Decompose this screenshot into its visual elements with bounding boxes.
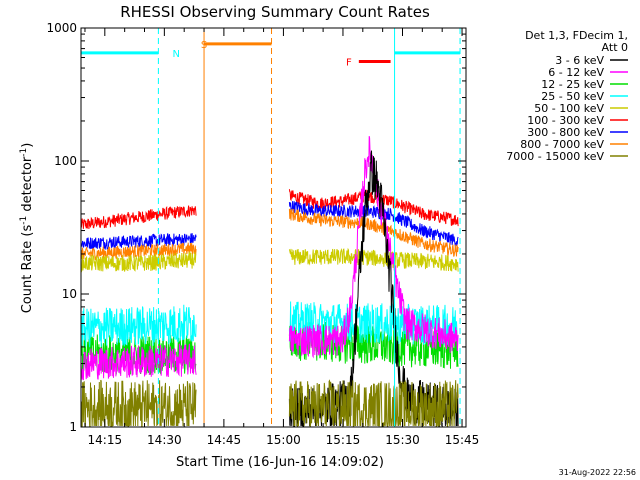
series-line-100-300-kev bbox=[80, 205, 197, 230]
flag-layer: N S F bbox=[81, 28, 461, 427]
legend-header-line2: Att 0 bbox=[602, 41, 628, 54]
flag-s: S bbox=[201, 28, 273, 427]
x-tick-label: 14:15 bbox=[88, 433, 123, 447]
series-7000-15000-kev bbox=[80, 379, 459, 428]
legend-entry-7000-15000-kev: 7000 - 15000 keV bbox=[506, 150, 628, 163]
axis-layer: 14:15 14:30 14:45 15:00 15:15 15:30 15:45 1 10 10… bbox=[46, 21, 479, 447]
y-axis-label: Count Rate (s-1 detector-1) bbox=[19, 143, 35, 314]
x-tick-label: 15:45 bbox=[445, 433, 480, 447]
legend-entry-50-100-kev: 50 - 100 keV bbox=[534, 102, 628, 115]
series-line-7000-15000-kev bbox=[288, 379, 459, 428]
legend-label: 12 - 25 keV bbox=[541, 78, 604, 91]
legend-entry-800-7000-kev: 800 - 7000 keV bbox=[520, 138, 628, 151]
series-line-6-12-kev bbox=[80, 343, 197, 381]
series-800-7000-kev bbox=[80, 208, 459, 261]
y-tick-label: 1 bbox=[69, 420, 77, 434]
plot-frame bbox=[80, 27, 467, 428]
legend-entry-6-12-kev: 6 - 12 keV bbox=[548, 66, 628, 79]
y-axis-label-end: ) bbox=[20, 143, 35, 148]
series-line-50-100-kev bbox=[80, 251, 197, 274]
flag-label-f: F bbox=[346, 57, 352, 68]
x-tick-label: 14:45 bbox=[207, 433, 242, 447]
x-tick-label: 15:15 bbox=[326, 433, 361, 447]
x-tick-label: 15:30 bbox=[385, 433, 420, 447]
series-line-7000-15000-kev bbox=[80, 379, 197, 427]
legend-label: 100 - 300 keV bbox=[527, 114, 604, 127]
legend-label: 7000 - 15000 keV bbox=[506, 150, 604, 163]
legend-label: 800 - 7000 keV bbox=[520, 138, 604, 151]
flag-n: N bbox=[81, 28, 461, 427]
series-line-100-300-kev bbox=[288, 189, 459, 227]
y-axis-label-main: Count Rate (s bbox=[20, 225, 35, 314]
series-50-100-kev bbox=[80, 247, 459, 274]
legend-label: 300 - 800 keV bbox=[527, 126, 604, 139]
flag-label-n: N bbox=[173, 49, 180, 60]
footer-timestamp: 31-Aug-2022 22:56 bbox=[559, 468, 636, 477]
legend-entry-25-50-kev: 25 - 50 keV bbox=[541, 90, 628, 103]
y-tick-label: 100 bbox=[54, 154, 77, 168]
y-tick-label: 10 bbox=[62, 287, 77, 301]
x-axis-label: Start Time (16-Jun-16 14:09:02) bbox=[176, 455, 384, 470]
x-tick-label: 14:30 bbox=[147, 433, 182, 447]
series-layer bbox=[80, 135, 459, 428]
legend-entry-100-300-kev: 100 - 300 keV bbox=[527, 114, 628, 127]
flag-f: F bbox=[346, 57, 391, 68]
series-line-25-50-kev bbox=[80, 304, 197, 348]
series-line-300-800-kev bbox=[288, 201, 459, 247]
legend-label: 3 - 6 keV bbox=[555, 54, 604, 67]
y-axis-label-sup2: -1 bbox=[19, 148, 29, 157]
x-tick-label: 15:00 bbox=[266, 433, 301, 447]
legend-header-line1: Det 1,3, FDecim 1, bbox=[525, 29, 628, 42]
legend-entry-300-800-kev: 300 - 800 keV bbox=[527, 126, 628, 139]
series-300-800-kev bbox=[80, 201, 459, 251]
y-tick-label: 1000 bbox=[46, 21, 77, 35]
legend-label: 6 - 12 keV bbox=[548, 66, 604, 79]
series-line-800-7000-kev bbox=[288, 208, 459, 258]
legend-entry-3-6-kev: 3 - 6 keV bbox=[555, 54, 628, 67]
series-100-300-kev bbox=[80, 189, 459, 230]
chart-title: RHESSI Observing Summary Count Rates bbox=[120, 3, 430, 21]
legend-entry-12-25-kev: 12 - 25 keV bbox=[541, 78, 628, 91]
legend-label: 50 - 100 keV bbox=[534, 102, 604, 115]
legend-label: 25 - 50 keV bbox=[541, 90, 604, 103]
y-axis-label-mid: detector bbox=[20, 156, 35, 216]
flag-label-s: S bbox=[201, 40, 207, 51]
series-line-300-800-kev bbox=[80, 233, 197, 251]
y-axis-label-sup1: -1 bbox=[19, 216, 29, 225]
series-line-50-100-kev bbox=[288, 247, 459, 272]
